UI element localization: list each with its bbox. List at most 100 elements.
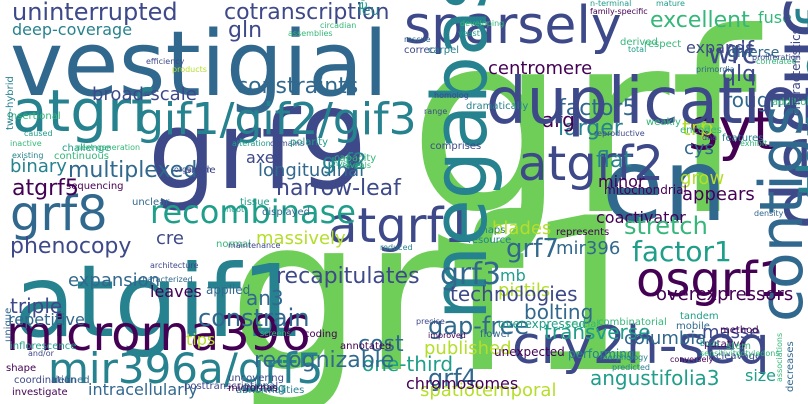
cloud-word: axes — [246, 148, 283, 167]
cloud-word: features — [722, 133, 764, 144]
cloud-word: qlq — [722, 62, 757, 87]
cloud-word: single — [186, 165, 216, 176]
cloud-word: family-specific — [590, 7, 648, 16]
cloud-word: bolting — [524, 300, 594, 324]
cloud-word: syt — [688, 95, 776, 163]
cloud-word: organism — [174, 165, 212, 174]
cloud-word: rescue — [404, 35, 431, 44]
cloud-word: appears — [682, 184, 755, 205]
cloud-word: atgrf2 — [518, 136, 664, 192]
cloud-word: mir396a/grf5 — [48, 344, 324, 393]
cloud-word: reproductive — [594, 129, 645, 138]
cloud-word: efficiency — [146, 57, 185, 66]
cloud-word: combinatorial — [598, 317, 667, 328]
cloud-word: morphology — [600, 353, 648, 362]
cloud-word: sparsely — [404, 0, 622, 56]
cloud-word: sequencing — [66, 181, 124, 192]
cloud-word: maintenance — [228, 241, 281, 250]
cloud-word: screens — [260, 329, 291, 338]
cloud-word: homolog — [434, 91, 469, 100]
cloud-word: excellent — [650, 8, 750, 33]
cloud-word: precise — [416, 317, 445, 326]
cloud-word: recognizable — [254, 348, 395, 373]
cloud-word: insertional — [8, 111, 61, 122]
cloud-word: blades — [492, 218, 552, 239]
cloud-word: grf3 — [440, 257, 502, 292]
cloud-word: size — [745, 366, 777, 385]
cloud-word: published — [424, 338, 512, 359]
cloud-word: inflorescence — [10, 341, 77, 352]
cloud-word: intracellularly — [88, 380, 198, 399]
cloud-word: masse — [702, 322, 761, 343]
cloud-word: chromosomes — [406, 374, 519, 393]
cloud-word: columbia — [624, 328, 707, 349]
cloud-word: recapitulates — [276, 264, 420, 289]
cloud-word: transverse — [544, 320, 651, 344]
cloud-word: putative — [704, 339, 746, 350]
cloud-word: longitudinal — [258, 160, 365, 181]
cloud-word: two-hybrid — [5, 76, 16, 130]
cloud-word: technologies — [450, 282, 578, 306]
cloud-word: characterized — [138, 275, 193, 284]
cloud-word: micrornas — [228, 383, 278, 394]
cloud-word: sensitivity — [700, 349, 741, 358]
cloud-word: predicted — [612, 363, 650, 372]
cloud-word: applied — [206, 283, 251, 297]
cloud-word: encodes — [680, 125, 722, 136]
cloud-word: normal — [216, 239, 252, 250]
cloud-word: maps — [478, 225, 506, 236]
cloud-word: displayed — [262, 207, 311, 218]
cloud-word: en — [602, 127, 727, 244]
cloud-word: triple — [10, 294, 63, 318]
cloud-word: factor5 — [558, 96, 637, 121]
cloud-word: mobile — [676, 321, 710, 332]
cloud-word: gln — [228, 18, 263, 43]
cloud-word: narrow-leaf — [276, 176, 401, 201]
cloud-word: proliferation — [752, 53, 801, 62]
cloud-word: dramatically — [466, 101, 529, 112]
cloud-word: inactive — [10, 139, 42, 148]
cloud-word: centromere — [488, 58, 593, 79]
cloud-word: associations — [775, 332, 784, 382]
cloud-word: yeast — [458, 29, 480, 38]
cloud-word: abnormalities — [236, 385, 305, 396]
cloud-word: coordination — [14, 375, 77, 386]
cloud-word: recombinase — [150, 193, 356, 231]
cloud-word: uncovering — [228, 373, 284, 384]
cloud-word: annotated — [340, 341, 392, 352]
cloud-word: reveals — [342, 161, 371, 170]
cloud-word: next-generation — [76, 143, 141, 152]
cloud-word: correct — [404, 45, 440, 56]
cloud-word: deep-coverage — [12, 20, 133, 39]
cloud-word: existing — [12, 151, 44, 160]
cloud-word: microrna396 — [6, 306, 311, 362]
cloud-word: minor — [598, 172, 645, 191]
cloud-word: challenge — [62, 143, 111, 154]
cloud-word: roughly — [724, 88, 800, 112]
cloud-word: respect — [644, 39, 682, 50]
cloud-word: leaves — [150, 282, 202, 301]
cloud-word: trp — [682, 116, 714, 141]
cloud-word: mir396 — [556, 238, 621, 259]
cloud-word: atgrf — [12, 77, 152, 145]
cloud-word: cost — [358, 332, 404, 357]
cloud-word: duplications — [486, 65, 808, 139]
cloud-word: atgif1 — [14, 243, 305, 360]
cloud-word: binary — [10, 156, 67, 177]
cloud-word: cys — [684, 138, 714, 159]
cloud-word: improved — [428, 331, 466, 340]
cloud-word: spatiotemporal — [420, 380, 557, 401]
cloud-word: method — [720, 325, 759, 336]
cloud-word: decreases — [785, 341, 796, 392]
cloud-word: correlated — [756, 57, 797, 66]
cloud-word: buds — [700, 339, 720, 348]
cloud-word: density — [754, 209, 784, 218]
cloud-word: flower — [480, 329, 511, 340]
cloud-word: cry2h-seq — [512, 316, 770, 376]
cloud-word: tissue — [240, 197, 270, 208]
cloud-word: unclear — [132, 197, 170, 208]
cloud-word: exhibit — [740, 139, 768, 148]
cloud-word: uninterrupted — [12, 0, 178, 26]
cloud-word: reduced — [380, 243, 413, 252]
